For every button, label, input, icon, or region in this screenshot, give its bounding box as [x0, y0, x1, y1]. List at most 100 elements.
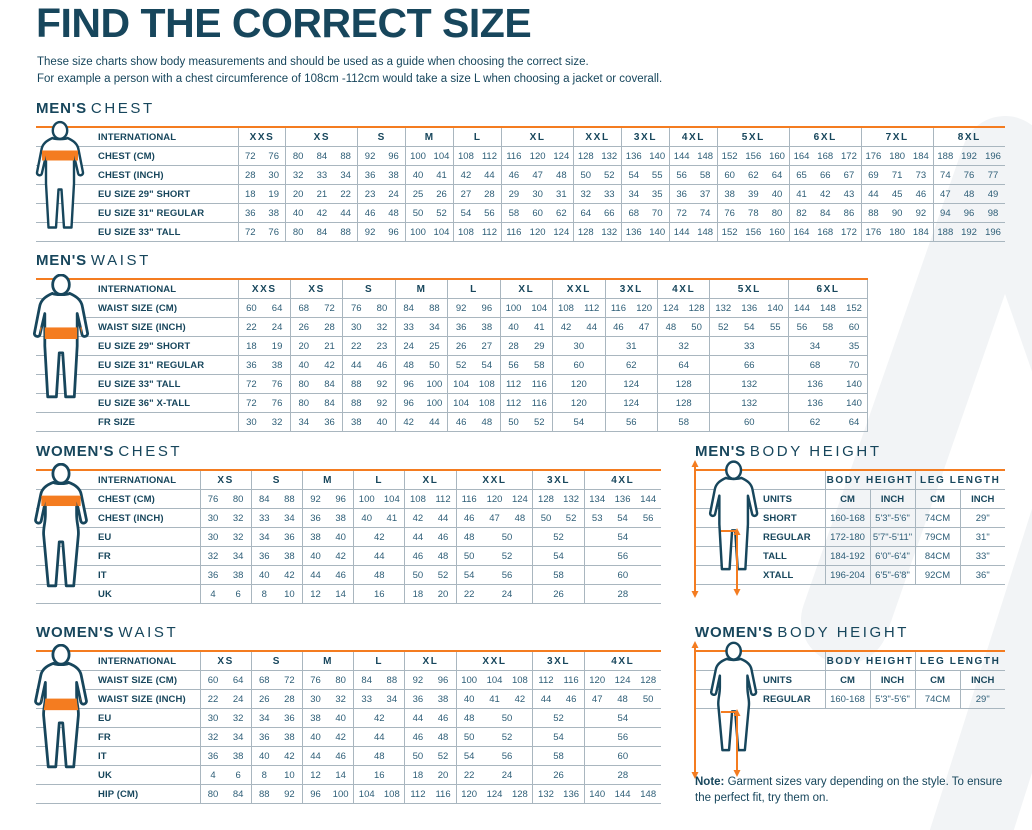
size-cell: 160-168	[824, 508, 870, 528]
size-cell: 94	[932, 203, 958, 223]
size-cell: 38	[301, 527, 329, 547]
corner-label	[695, 470, 825, 490]
size-cell: 76	[957, 165, 982, 185]
size-cell: 42	[404, 508, 431, 528]
size-cell: 40	[328, 527, 354, 547]
size-cell: 108	[404, 489, 431, 509]
size-cell: 24	[264, 317, 291, 337]
size-cell: 67	[837, 165, 862, 185]
size-cell: 92	[301, 489, 329, 509]
row-label: EU	[36, 527, 200, 547]
size-cell: 62	[549, 203, 574, 223]
size-cell: 88	[250, 784, 277, 804]
size-cell: 56	[635, 508, 661, 528]
size-cell: 84	[309, 222, 334, 242]
size-cell: 84	[309, 146, 334, 166]
size-cell: 128	[573, 146, 598, 166]
size-cell: 52	[532, 527, 585, 547]
size-cell: 58	[656, 412, 710, 432]
size-cell: 124	[656, 298, 684, 318]
size-cell: 136	[609, 489, 636, 509]
size-cell: 60	[583, 746, 661, 766]
size-cell: 46	[430, 708, 457, 728]
row-label: EU SIZE 31" REGULAR	[36, 355, 238, 375]
size-cell: 140	[645, 222, 670, 242]
size-cell: 136	[621, 222, 646, 242]
size-cell: 58	[532, 565, 585, 585]
size-cell: 38	[264, 355, 291, 375]
size-cell: 41	[788, 184, 814, 204]
size-cell: 98	[981, 203, 1005, 223]
size-cell: 56	[477, 203, 502, 223]
size-cell: 52	[526, 412, 553, 432]
size-cell: INCH	[959, 489, 1005, 509]
size-cell: 164	[788, 146, 814, 166]
size-group-header: 3XL	[621, 127, 670, 147]
mens-height-table-host: BODY HEIGHT LEG LENGTH UNITS CM INCH CM INCH SH…	[695, 469, 1005, 585]
size-cell: 48	[394, 355, 422, 375]
row-label: EU SIZE 31" REGULAR	[36, 203, 238, 223]
size-cell: INCH	[959, 670, 1005, 690]
size-cell: 52	[481, 727, 533, 747]
size-cell: 76	[342, 298, 370, 318]
size-cell: 12	[301, 765, 329, 785]
size-cell: 24	[225, 689, 252, 709]
row-label: EU SIZE 33" TALL	[36, 374, 238, 394]
size-cell: 32	[264, 412, 291, 432]
row-label: EU SIZE 33" TALL	[36, 222, 238, 242]
size-cell: 92CM	[914, 565, 960, 585]
size-cell: 88	[342, 393, 370, 413]
size-group-header: 5XL	[716, 127, 790, 147]
size-cell: 46	[357, 203, 382, 223]
size-cell: 28	[583, 584, 661, 604]
size-cell: 136	[621, 146, 646, 166]
size-cell: 116	[526, 374, 553, 394]
size-cell: 64	[841, 412, 869, 432]
size-cell: 19	[261, 184, 286, 204]
size-cell: 33	[353, 689, 380, 709]
size-cell: 84	[813, 203, 838, 223]
size-cell: 30	[552, 336, 606, 356]
size-cell: 100	[405, 222, 430, 242]
size-cell: 46	[501, 165, 526, 185]
size-cell: 62	[788, 412, 842, 432]
size-cell: 38	[430, 689, 457, 709]
size-cell: 42	[353, 708, 405, 728]
row-label: XTALL	[695, 565, 825, 585]
note-text: Garment sizes vary depending on the styl…	[695, 776, 1003, 805]
size-cell: 22	[342, 336, 370, 356]
size-cell: 42	[316, 355, 343, 375]
size-cell: 44	[404, 708, 431, 728]
size-cell: 52	[532, 708, 585, 728]
size-cell: 30	[342, 317, 370, 337]
size-cell: 30	[237, 412, 265, 432]
size-cell: 27	[473, 336, 501, 356]
size-cell: 156	[741, 146, 766, 166]
size-cell: 136	[558, 784, 585, 804]
row-label: FR	[36, 727, 200, 747]
size-cell: 79CM	[914, 527, 960, 547]
size-cell: 16	[353, 765, 405, 785]
size-cell: 22	[199, 689, 226, 709]
size-cell: 88	[333, 222, 358, 242]
size-cell: 132	[597, 222, 622, 242]
size-cell: 29	[501, 184, 526, 204]
size-group-header: XL	[501, 127, 574, 147]
size-group-header: 5XL	[709, 279, 789, 299]
size-cell: 56	[583, 546, 661, 566]
size-cell: 42	[507, 689, 533, 709]
size-cell: 72	[237, 393, 265, 413]
size-cell: 152	[841, 298, 869, 318]
size-cell: 36	[237, 355, 265, 375]
size-cell: 80	[285, 146, 310, 166]
size-cell: 22	[455, 765, 482, 785]
size-cell: 52	[709, 317, 737, 337]
size-cell: 96	[328, 489, 354, 509]
size-cell: 112	[477, 146, 502, 166]
size-cell: 116	[526, 393, 553, 413]
size-cell: 128	[656, 393, 710, 413]
corner-label: INTERNATIONAL	[36, 127, 238, 147]
size-cell: 44	[430, 508, 457, 528]
row-label: WAIST SIZE (CM)	[36, 298, 238, 318]
